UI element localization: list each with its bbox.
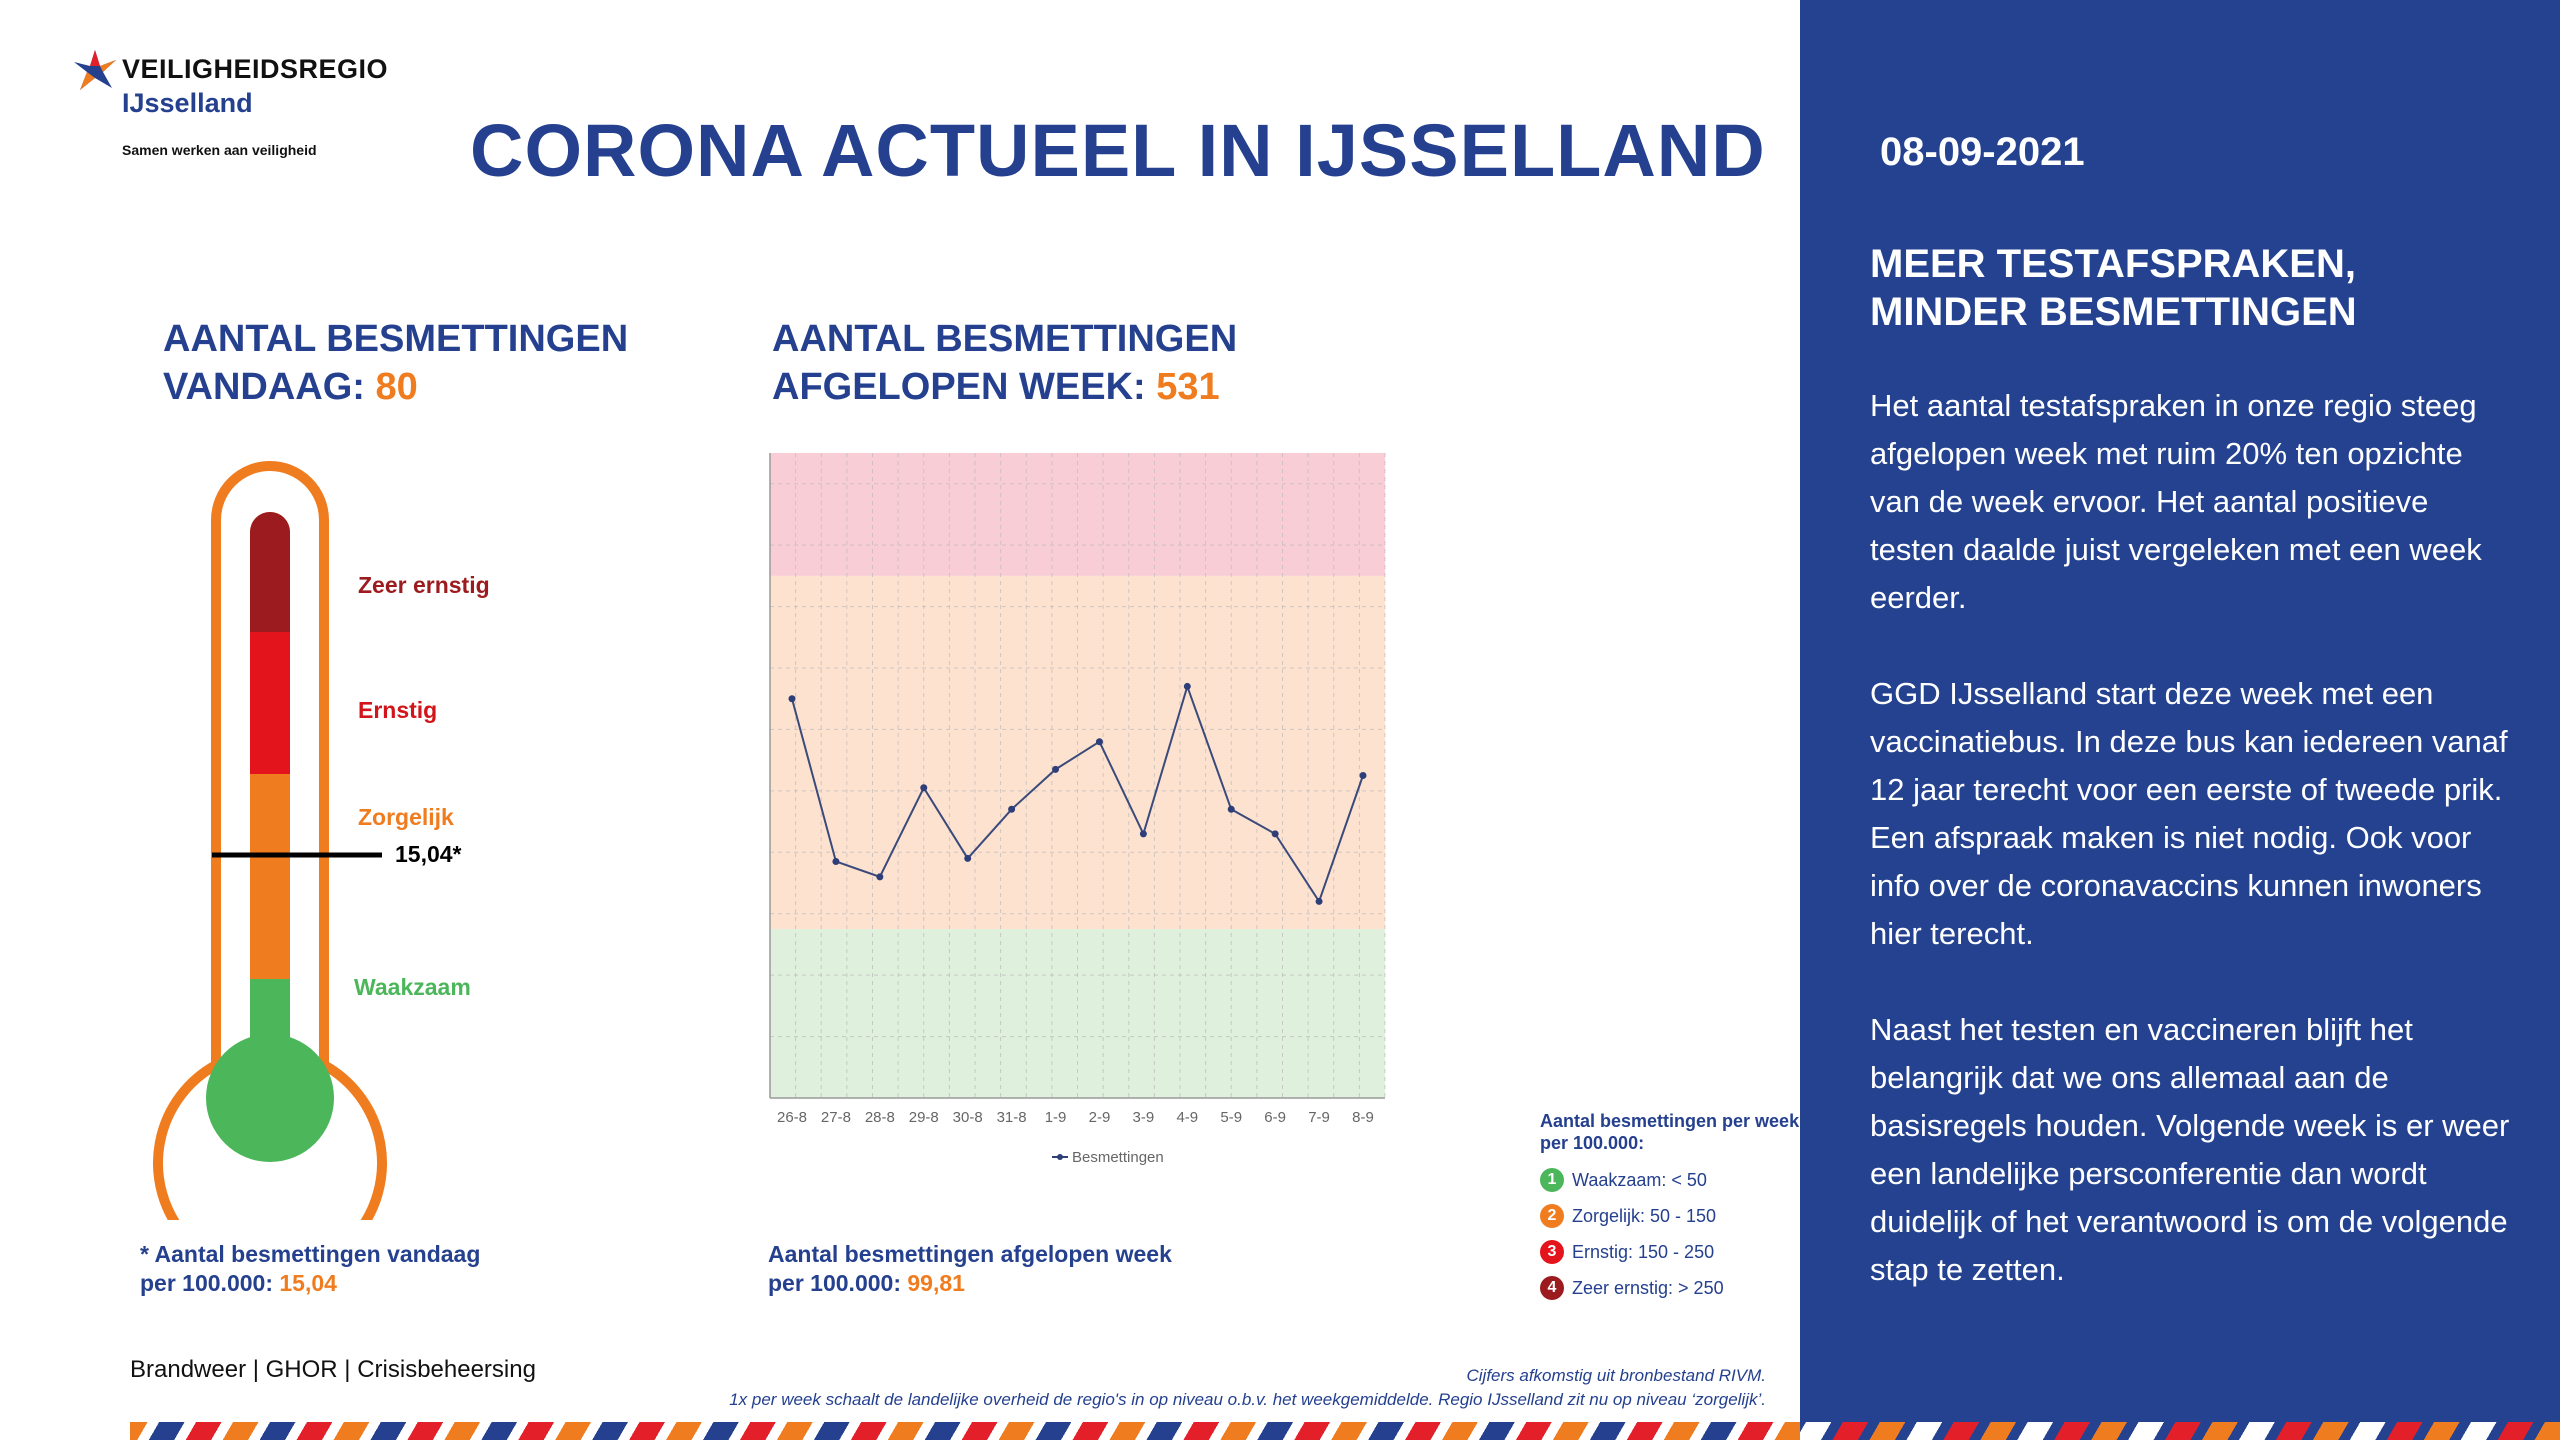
x-tick-label: 26-8	[777, 1109, 807, 1126]
panel-paragraph-3: Naast het testen en vaccineren blijft he…	[1870, 1012, 2510, 1287]
legend-item: 2 Zorgelijk: 50 - 150	[1540, 1198, 1800, 1234]
data-point	[1183, 682, 1191, 690]
legend-item: 4 Zeer ernstig: > 250	[1540, 1270, 1800, 1306]
data-point	[1227, 805, 1235, 813]
data-point	[1315, 897, 1323, 905]
today-heading-line2: VANDAAG: 80	[163, 363, 628, 411]
legend-items: 1 Waakzaam: < 50 2 Zorgelijk: 50 - 150 3 Er…	[1540, 1162, 1800, 1306]
thermo-bulb	[206, 1034, 334, 1162]
series-line	[791, 683, 1364, 904]
data-point	[920, 784, 928, 792]
legend-number-4: 4	[1540, 1276, 1564, 1300]
x-tick-label: 27-8	[821, 1109, 851, 1126]
today-prefix: VANDAAG:	[163, 366, 376, 408]
level-ernstig: Ernstig	[358, 697, 438, 723]
data-point	[788, 695, 796, 703]
x-tick-label: 3-9	[1133, 1109, 1155, 1126]
chart-legend-label: Besmettingen	[1072, 1149, 1164, 1166]
page-title: CORONA ACTUEEL IN IJSSELLAND	[470, 109, 1766, 192]
weekly-line-chart: 26-8 27-8 28-8 29-8 30-8 31-8 1-9 2-9 3-9 4-9 5-9 6…	[769, 453, 1386, 1166]
data-point	[832, 858, 840, 865]
legend-number-1: 1	[1540, 1168, 1564, 1192]
legend-label-4: Zeer ernstig: > 250	[1572, 1277, 1724, 1298]
x-tick-label: 30-8	[953, 1109, 983, 1126]
chart-legend: Besmettingen	[1052, 1149, 1164, 1166]
logo: VEILIGHEIDSREGIO IJsselland Samen werken…	[72, 48, 432, 168]
x-tick-label: 7-9	[1308, 1109, 1330, 1126]
data-point	[964, 854, 972, 862]
week-heading: AANTAL BESMETTINGEN AFGELOPEN WEEK: 531	[772, 315, 1237, 411]
legend-number-3: 3	[1540, 1240, 1564, 1264]
logo-tagline: Samen werken aan veiligheid	[122, 142, 317, 158]
note-week: Aantal besmettingen afgelopen week per 1…	[768, 1240, 1172, 1298]
decorative-stripe-right	[1800, 1422, 2560, 1440]
note-today: * Aantal besmettingen vandaag per 100.00…	[140, 1240, 480, 1298]
level-legend: Aantal besmettingen per week per 100.000…	[1540, 1110, 1800, 1306]
x-tick-label: 31-8	[997, 1109, 1027, 1126]
data-point	[1139, 830, 1147, 838]
panel-heading-line1: MEER TESTAFSPRAKEN,	[1870, 242, 2356, 286]
x-tick-label: 1-9	[1045, 1109, 1067, 1126]
x-tick-label: 28-8	[865, 1109, 895, 1126]
data-point	[1359, 772, 1367, 779]
legend-label-3: Ernstig: 150 - 250	[1572, 1241, 1715, 1262]
x-tick-label: 4-9	[1176, 1109, 1198, 1126]
week-value: 531	[1156, 366, 1220, 408]
panel-heading: MEER TESTAFSPRAKEN, MINDER BESMETTINGEN	[1870, 240, 2510, 336]
data-point	[1052, 765, 1060, 773]
level-zorgelijk: Zorgelijk	[358, 804, 454, 830]
week-prefix: AFGELOPEN WEEK:	[772, 366, 1157, 408]
thermometer	[153, 461, 387, 1220]
note-today-value: 15,04	[279, 1270, 337, 1296]
x-tick-label: 29-8	[909, 1109, 939, 1126]
today-heading-line1: AANTAL BESMETTINGEN	[163, 318, 629, 360]
x-tick-label: 2-9	[1089, 1109, 1111, 1126]
legend-title: Aantal besmettingen per week per 100.000…	[1540, 1111, 1800, 1153]
week-heading-line2: AFGELOPEN WEEK: 531	[772, 363, 1237, 411]
data-point	[876, 873, 884, 881]
note-week-line1: Aantal besmettingen afgelopen week	[768, 1241, 1172, 1267]
logo-star-icon	[74, 50, 116, 90]
legend-item: 1 Waakzaam: < 50	[1540, 1162, 1800, 1198]
chart-band-3	[770, 453, 1385, 576]
logo-region: IJsselland	[122, 88, 253, 118]
marker-label: 15,04*	[395, 841, 462, 867]
data-point	[1271, 830, 1279, 838]
panel-paragraph-1: Het aantal testafspraken in onze regio s…	[1870, 388, 2482, 615]
news-panel: 08-09-2021 MEER TESTAFSPRAKEN, MINDER BE…	[1800, 0, 2560, 1440]
thermo-zeer-ernstig	[250, 512, 290, 632]
note-today-line2: per 100.000: 15,04	[140, 1269, 480, 1298]
data-point	[1008, 805, 1016, 813]
panel-heading-line2: MINDER BESMETTINGEN	[1870, 290, 2357, 334]
legend-item: 3 Ernstig: 150 - 250	[1540, 1234, 1800, 1270]
panel-paragraph-2: GGD IJsselland start deze week met een v…	[1870, 676, 2508, 951]
note-today-prefix: per 100.000:	[140, 1270, 280, 1296]
panel-date: 08-09-2021	[1880, 130, 2085, 174]
week-heading-line1: AANTAL BESMETTINGEN	[772, 318, 1238, 360]
note-today-line1: * Aantal besmettingen vandaag	[140, 1241, 481, 1267]
note-week-value: 99,81	[907, 1270, 965, 1296]
level-zeer-ernstig: Zeer ernstig	[358, 572, 490, 598]
footer-source-line1: Cijfers afkomstig uit bronbestand RIVM.	[1466, 1366, 1766, 1385]
data-point	[1095, 738, 1103, 746]
legend-label-1: Waakzaam: < 50	[1572, 1169, 1707, 1190]
x-tick-label: 5-9	[1220, 1109, 1242, 1126]
decorative-stripe	[130, 1422, 1800, 1440]
today-value: 80	[375, 366, 418, 408]
footer-source: Cijfers afkomstig uit bronbestand RIVM. …	[729, 1364, 1766, 1412]
thermo-ernstig	[250, 632, 290, 774]
legend-number-2: 2	[1540, 1204, 1564, 1228]
logo-name: VEILIGHEIDSREGIO	[122, 54, 389, 84]
note-week-line2: per 100.000: 99,81	[768, 1269, 1172, 1298]
level-waakzaam: Waakzaam	[354, 974, 471, 1000]
footer-source-line2: 1x per week schaalt de landelijke overhe…	[729, 1390, 1766, 1409]
thermo-zorgelijk	[250, 774, 290, 979]
x-tick-label: 6-9	[1264, 1109, 1286, 1126]
legend-label-2: Zorgelijk: 50 - 150	[1572, 1205, 1717, 1226]
footer-organisations: Brandweer | GHOR | Crisisbeheersing	[130, 1356, 536, 1383]
x-tick-label: 8-9	[1352, 1109, 1374, 1126]
today-heading: AANTAL BESMETTINGEN VANDAAG: 80	[163, 315, 628, 411]
note-week-prefix: per 100.000:	[768, 1270, 908, 1296]
